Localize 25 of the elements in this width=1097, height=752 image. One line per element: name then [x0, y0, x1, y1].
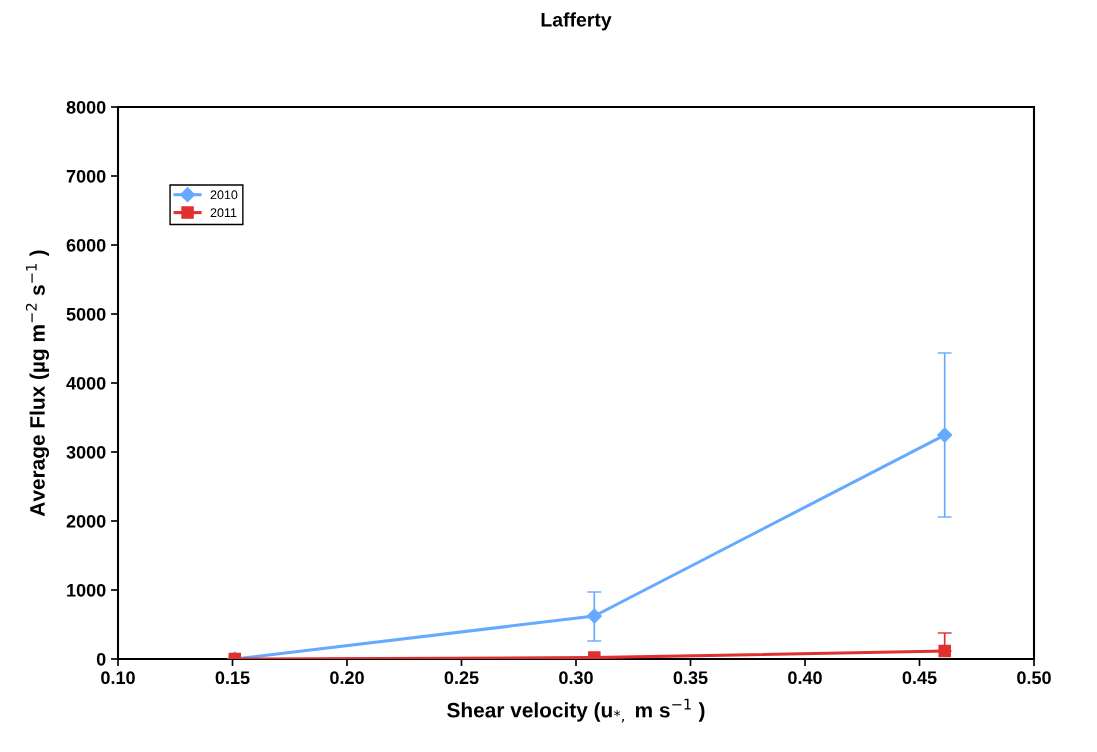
- x-tick-label: 0.30: [559, 671, 593, 685]
- x-tick-label: 0.25: [444, 671, 479, 685]
- x-axis-title: Shear velocity (u$_{*,}$ m s$^{−1}$ ): [447, 698, 705, 723]
- legend-label: 2010: [210, 190, 238, 200]
- y-tick-label: 1000: [67, 583, 106, 597]
- y-axis-title: Average Flux (µg m$^{−2}$ s$^{−1}$ ): [25, 250, 50, 517]
- y-tick-label: 3000: [66, 445, 106, 459]
- y-tick-label: 0: [96, 652, 106, 666]
- x-tick-label: 0.45: [902, 671, 937, 685]
- legend-label: 2011: [210, 208, 237, 218]
- chart-title: Lafferty: [541, 12, 612, 31]
- y-tick-label: 6000: [66, 238, 106, 252]
- y-tick-label: 4000: [66, 376, 106, 390]
- x-tick-label: 0.10: [101, 671, 135, 685]
- y-tick-label: 5000: [66, 307, 106, 321]
- x-tick-label: 0.40: [788, 671, 822, 685]
- x-tick-label: 0.15: [215, 671, 250, 685]
- y-tick-label: 7000: [66, 169, 106, 183]
- x-tick-label: 0.35: [673, 671, 708, 685]
- point: [586, 608, 602, 624]
- y-tick-label: 2000: [66, 514, 106, 528]
- x-tick-label: 0.50: [1017, 671, 1051, 685]
- y-tick-label: 8000: [66, 100, 106, 114]
- point: [937, 427, 953, 443]
- x-tick-label: 0.20: [330, 671, 364, 685]
